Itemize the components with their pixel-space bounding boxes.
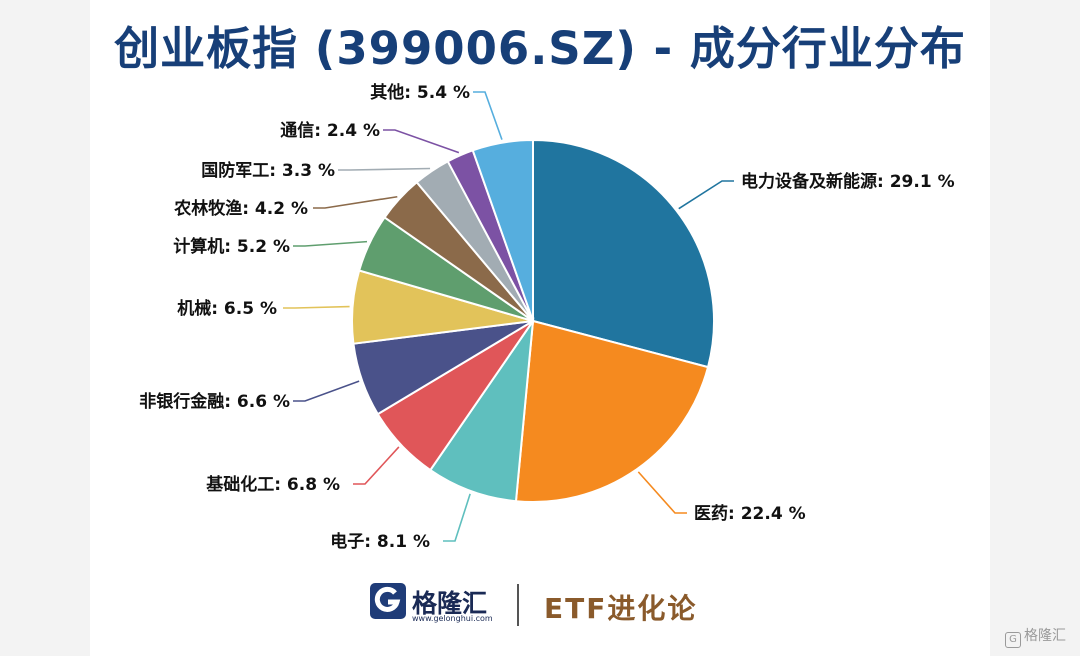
leader-line-1 bbox=[678, 180, 734, 210]
brand-name: 格隆汇 bbox=[412, 589, 488, 618]
pie-slice-11 bbox=[471, 138, 534, 322]
series-name: ETF进化论 bbox=[544, 592, 698, 625]
brand-g-icon bbox=[370, 583, 406, 619]
pie-slice-2 bbox=[514, 319, 710, 503]
leader-line-4 bbox=[353, 446, 400, 485]
leader-line-6 bbox=[283, 305, 350, 309]
pie-slice-3 bbox=[428, 317, 535, 503]
watermark-text: 格隆汇 bbox=[1024, 628, 1066, 644]
watermark: G 格隆汇 bbox=[1005, 625, 1066, 648]
slice-label-2: 医药: 22.4 % bbox=[694, 503, 806, 524]
slice-label-6: 机械: 6.5 % bbox=[177, 298, 277, 319]
left-margin-band bbox=[0, 0, 90, 656]
leader-line-2 bbox=[637, 471, 687, 514]
leader-line-5 bbox=[293, 380, 360, 402]
leader-line-3 bbox=[443, 493, 471, 542]
chart-title: 创业板指 (399006.SZ) - 成分行业分布 bbox=[114, 22, 966, 75]
pie-slice-1 bbox=[532, 138, 715, 369]
brand-logo: 格隆汇 www.gelonghui.com bbox=[370, 583, 500, 629]
slice-label-7: 计算机: 5.2 % bbox=[173, 236, 290, 257]
slice-label-5: 非银行金融: 6.6 % bbox=[139, 391, 290, 412]
footer-divider bbox=[517, 584, 519, 626]
slice-label-8: 农林牧渔: 4.2 % bbox=[173, 198, 308, 219]
watermark-g-icon: G bbox=[1005, 632, 1021, 648]
leader-line-11 bbox=[473, 91, 503, 140]
brand-url: www.gelonghui.com bbox=[412, 614, 493, 623]
slice-label-1: 电力设备及新能源: 29.1 % bbox=[741, 171, 955, 192]
leader-line-9 bbox=[338, 167, 431, 171]
right-margin-band bbox=[990, 0, 1080, 656]
slice-label-4: 基础化工: 6.8 % bbox=[205, 474, 340, 495]
slice-label-10: 通信: 2.4 % bbox=[280, 120, 380, 141]
leader-line-10 bbox=[383, 129, 460, 154]
slice-label-9: 国防军工: 3.3 % bbox=[201, 160, 335, 181]
leader-line-7 bbox=[293, 240, 368, 247]
slice-label-11: 其他: 5.4 % bbox=[370, 82, 470, 103]
leader-line-8 bbox=[313, 195, 398, 209]
slice-label-3: 电子: 8.1 % bbox=[330, 531, 430, 552]
